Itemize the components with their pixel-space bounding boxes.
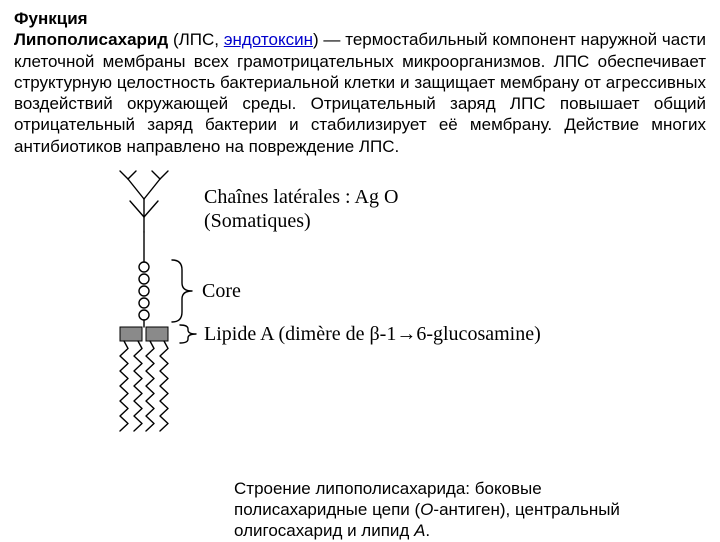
svg-text:Lipide A (dimère de β-1→6-gluc: Lipide A (dimère de β-1→6-glucosamine) [204, 323, 541, 345]
endotoxin-link[interactable]: эндотоксин [224, 30, 313, 49]
term: Липополисахарид [14, 30, 168, 49]
svg-text:(Somatiques): (Somatiques) [204, 210, 311, 232]
figure-caption: Строение липополисахарида: боковые полис… [234, 478, 654, 542]
svg-text:Core: Core [202, 280, 241, 302]
svg-text:Chaînes latérales : Ag O: Chaînes latérales : Ag O [204, 186, 398, 208]
page: Функция Липополисахарид (ЛПС, эндотоксин… [0, 0, 720, 542]
caption-i1: О [420, 500, 433, 519]
diagram: Chaînes latérales : Ag O(Somatiques) Core… [84, 167, 624, 472]
body-paragraph: Липополисахарид (ЛПС, эндотоксин) — терм… [14, 29, 706, 157]
caption-i2: А [414, 521, 425, 540]
figure-area: Chaînes latérales : Ag O(Somatiques) Core… [14, 167, 706, 542]
text-before-link: (ЛПС, [168, 30, 224, 49]
lps-diagram-svg: Chaînes latérales : Ag O(Somatiques) Core… [84, 167, 624, 467]
caption-t3: . [425, 521, 430, 540]
section-heading: Функция [14, 8, 706, 29]
